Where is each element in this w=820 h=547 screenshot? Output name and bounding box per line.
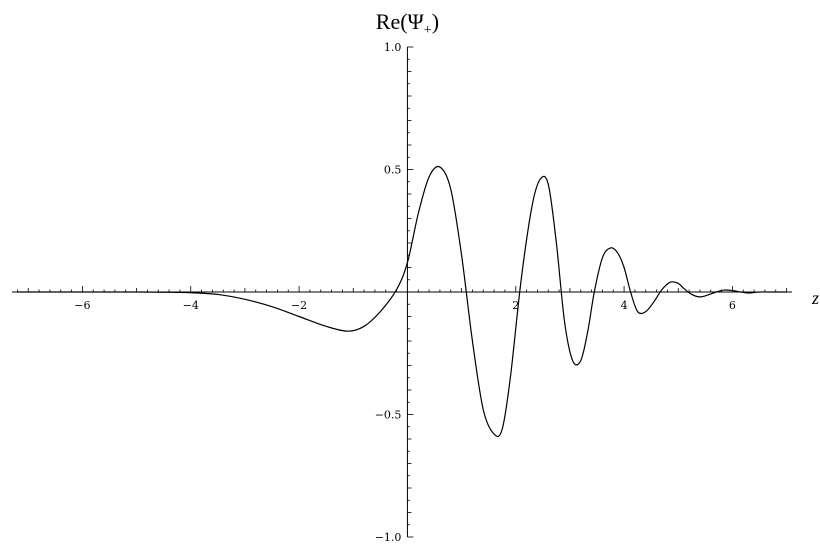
y-tick-label: −0.5 <box>375 409 402 422</box>
series-line <box>17 165 787 438</box>
x-axis-title: z <box>811 288 819 308</box>
x-tick-label: −4 <box>183 299 199 312</box>
y-tick-label: −1.0 <box>375 531 402 544</box>
x-tick-label: 4 <box>621 299 628 312</box>
x-tick-label: −6 <box>74 299 90 312</box>
y-axis-title: Re(Ψ+) <box>376 9 439 38</box>
y-tick-label: 0.5 <box>384 164 402 177</box>
x-tick-label: 6 <box>729 299 736 312</box>
ticks <box>17 46 787 538</box>
x-tick-label: 2 <box>512 299 519 312</box>
y-tick-label: 1.0 <box>384 41 402 54</box>
x-tick-label: −2 <box>291 299 307 312</box>
tick-labels: −6 −4 −2 2 4 6 −1.0 −0.5 0.5 1.0 <box>74 41 736 544</box>
